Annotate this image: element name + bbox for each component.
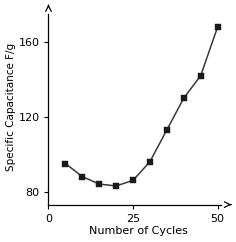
- Y-axis label: Specific Capacitance F/g: Specific Capacitance F/g: [6, 42, 16, 171]
- X-axis label: Number of Cycles: Number of Cycles: [89, 227, 188, 236]
